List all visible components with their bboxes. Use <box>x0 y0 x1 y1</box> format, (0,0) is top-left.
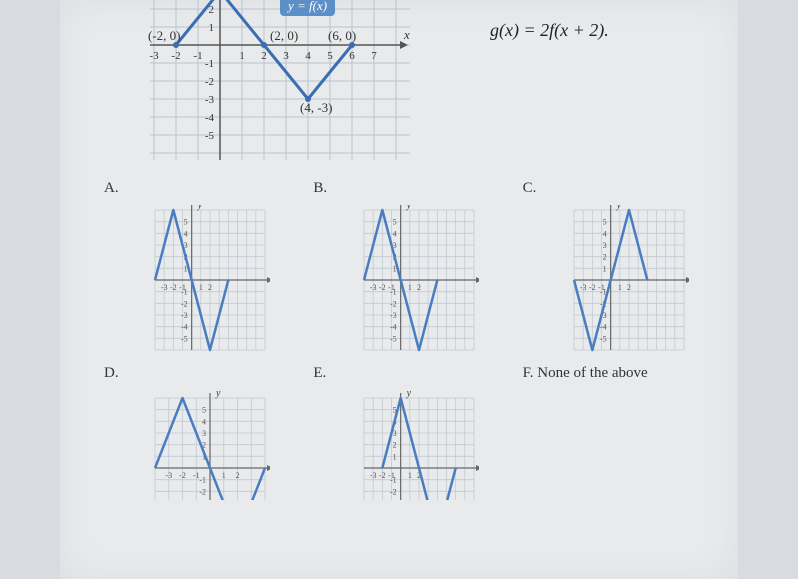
option-e-graph: -3-2-112-2-112345yx <box>309 390 479 500</box>
svg-text:-5: -5 <box>600 334 607 343</box>
svg-text:5: 5 <box>202 406 206 415</box>
svg-text:-4: -4 <box>205 112 215 124</box>
svg-text:x: x <box>403 27 410 42</box>
svg-text:-1: -1 <box>390 288 397 297</box>
main-graph-svg: -3-2-11234567-5-4-3-2-112x <box>150 0 410 160</box>
transformation-equation: g(x) = 2f(x + 2). <box>490 20 609 41</box>
svg-text:1: 1 <box>408 471 412 480</box>
svg-text:-3: -3 <box>579 283 586 292</box>
svg-text:-2: -2 <box>181 299 188 308</box>
option-f[interactable]: F. None of the above <box>519 365 698 500</box>
option-a[interactable]: A. -3-2-112-5-4-3-2-112345yx <box>100 180 279 355</box>
svg-text:1: 1 <box>209 22 215 34</box>
svg-text:-5: -5 <box>181 334 188 343</box>
svg-text:-1: -1 <box>193 50 202 62</box>
svg-text:-5: -5 <box>390 334 397 343</box>
svg-text:y: y <box>615 205 621 211</box>
svg-text:-4: -4 <box>181 323 188 332</box>
svg-text:2: 2 <box>236 471 240 480</box>
svg-text:1: 1 <box>602 264 606 273</box>
option-e[interactable]: E. -3-2-112-2-112345yx <box>309 365 488 500</box>
svg-text:5: 5 <box>327 50 333 62</box>
svg-text:-2: -2 <box>171 50 180 62</box>
svg-text:-2: -2 <box>199 487 206 496</box>
svg-text:3: 3 <box>283 50 289 62</box>
option-f-label: F. None of the above <box>523 365 698 382</box>
point-label-4: (4, -3) <box>300 100 333 116</box>
svg-text:4: 4 <box>602 229 606 238</box>
svg-text:y: y <box>197 205 203 211</box>
svg-text:-3: -3 <box>205 94 215 106</box>
svg-text:-5: -5 <box>205 130 215 142</box>
function-label-callout: y = f(x) <box>280 0 335 16</box>
svg-text:1: 1 <box>408 283 412 292</box>
answer-options-grid: A. -3-2-112-5-4-3-2-112345yx B. -3-2-112… <box>60 160 738 500</box>
svg-text:3: 3 <box>602 241 606 250</box>
svg-text:4: 4 <box>305 50 311 62</box>
svg-text:3: 3 <box>202 429 206 438</box>
svg-text:2: 2 <box>261 50 267 62</box>
point-label-2: (2, 0) <box>270 28 298 44</box>
option-c[interactable]: C. -3-2-112-5-4-3-2-112345yx <box>519 180 698 355</box>
svg-text:-3: -3 <box>370 471 377 480</box>
svg-text:-2: -2 <box>205 76 214 88</box>
svg-text:5: 5 <box>393 218 397 227</box>
svg-text:-1: -1 <box>390 476 397 485</box>
svg-text:-4: -4 <box>600 323 607 332</box>
svg-text:y: y <box>406 390 412 399</box>
point-label-3: (6, 0) <box>328 28 356 44</box>
svg-text:-2: -2 <box>379 283 386 292</box>
option-d-label: D. <box>104 365 279 382</box>
svg-text:1: 1 <box>617 283 621 292</box>
svg-text:-2: -2 <box>390 487 397 496</box>
option-a-graph: -3-2-112-5-4-3-2-112345yx <box>100 205 270 355</box>
svg-text:4: 4 <box>202 417 206 426</box>
svg-text:4: 4 <box>393 229 397 238</box>
svg-text:-1: -1 <box>199 476 206 485</box>
option-d-graph: -3-2-112-2-112345yx <box>100 390 270 500</box>
svg-text:-2: -2 <box>179 471 186 480</box>
svg-text:1: 1 <box>222 471 226 480</box>
svg-text:-3: -3 <box>165 471 172 480</box>
svg-text:-3: -3 <box>390 311 397 320</box>
svg-text:1: 1 <box>239 50 245 62</box>
svg-text:5: 5 <box>184 218 188 227</box>
option-a-label: A. <box>104 180 279 197</box>
svg-text:1: 1 <box>199 283 203 292</box>
svg-text:-2: -2 <box>390 299 397 308</box>
svg-text:2: 2 <box>627 283 631 292</box>
option-b[interactable]: B. -3-2-112-5-4-3-2-112345yx <box>309 180 488 355</box>
option-b-label: B. <box>313 180 488 197</box>
svg-text:2: 2 <box>417 283 421 292</box>
svg-text:-3: -3 <box>181 311 188 320</box>
svg-text:y: y <box>215 390 221 399</box>
svg-text:-3: -3 <box>161 283 168 292</box>
svg-text:-1: -1 <box>205 58 214 70</box>
point-label-1: (-2, 0) <box>148 28 181 44</box>
worksheet-page: -3-2-11234567-5-4-3-2-112x y = f(x) (-2,… <box>60 0 738 579</box>
svg-text:-3: -3 <box>150 50 159 62</box>
option-c-graph: -3-2-112-5-4-3-2-112345yx <box>519 205 689 355</box>
svg-text:5: 5 <box>602 218 606 227</box>
svg-text:-1: -1 <box>181 288 188 297</box>
svg-text:-2: -2 <box>379 471 386 480</box>
svg-text:2: 2 <box>393 441 397 450</box>
svg-text:-2: -2 <box>170 283 177 292</box>
option-d[interactable]: D. -3-2-112-2-112345yx <box>100 365 279 500</box>
option-b-graph: -3-2-112-5-4-3-2-112345yx <box>309 205 479 355</box>
svg-text:2: 2 <box>602 253 606 262</box>
svg-text:y: y <box>406 205 412 211</box>
svg-text:2: 2 <box>208 283 212 292</box>
option-c-label: C. <box>523 180 698 197</box>
svg-text:4: 4 <box>184 229 188 238</box>
main-function-graph: -3-2-11234567-5-4-3-2-112x y = f(x) (-2,… <box>150 0 410 160</box>
svg-text:6: 6 <box>349 50 355 62</box>
top-section: -3-2-11234567-5-4-3-2-112x y = f(x) (-2,… <box>60 0 738 160</box>
svg-text:-4: -4 <box>390 323 397 332</box>
svg-text:7: 7 <box>371 50 377 62</box>
svg-text:1: 1 <box>393 452 397 461</box>
svg-text:-3: -3 <box>370 283 377 292</box>
option-e-label: E. <box>313 365 488 382</box>
svg-text:-2: -2 <box>589 283 596 292</box>
